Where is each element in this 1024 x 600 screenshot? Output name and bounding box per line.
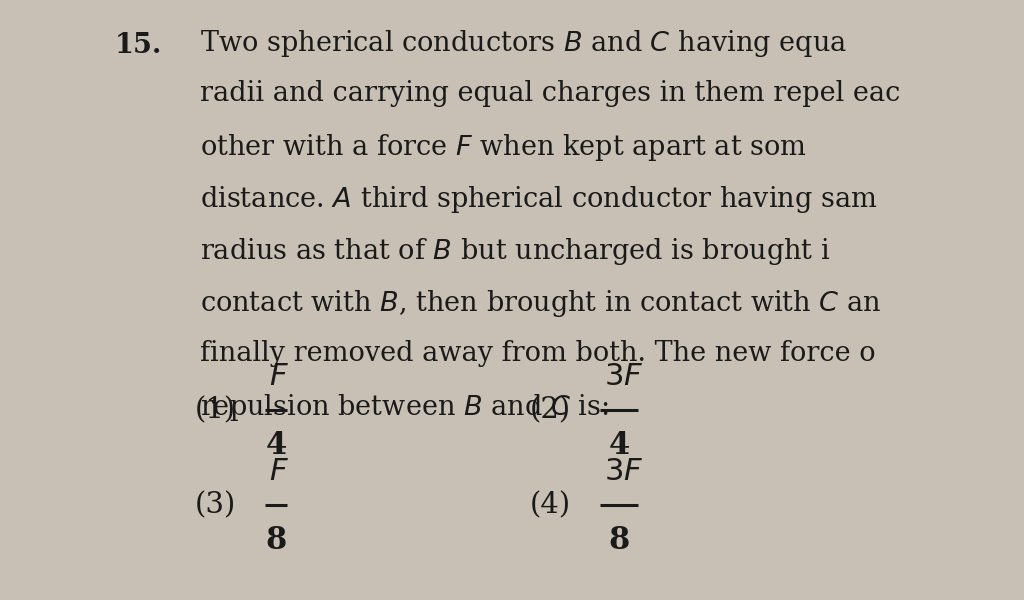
Text: 8: 8 — [608, 525, 630, 556]
Text: radius as that of $B$ but uncharged is brought i: radius as that of $B$ but uncharged is b… — [200, 236, 830, 267]
Text: 15.: 15. — [115, 32, 163, 59]
Text: $F$: $F$ — [269, 456, 289, 487]
Text: (4): (4) — [530, 491, 571, 519]
Text: $3F$: $3F$ — [604, 361, 643, 392]
Text: repulsion between $B$ and $C$ is:: repulsion between $B$ and $C$ is: — [200, 392, 608, 423]
Text: $3F$: $3F$ — [604, 456, 643, 487]
Text: (1): (1) — [195, 396, 237, 424]
Text: distance. $A$ third spherical conductor having sam: distance. $A$ third spherical conductor … — [200, 184, 878, 215]
Text: radii and carrying equal charges in them repel eac: radii and carrying equal charges in them… — [200, 80, 900, 107]
Text: finally removed away from both. The new force o: finally removed away from both. The new … — [200, 340, 876, 367]
Text: $F$: $F$ — [269, 361, 289, 392]
Text: (2): (2) — [530, 396, 571, 424]
Text: contact with $B$, then brought in contact with $C$ an: contact with $B$, then brought in contac… — [200, 288, 882, 319]
Text: (3): (3) — [195, 491, 237, 519]
Text: 4: 4 — [265, 430, 287, 461]
Text: Two spherical conductors $B$ and $C$ having equa: Two spherical conductors $B$ and $C$ hav… — [200, 28, 847, 59]
Text: 4: 4 — [608, 430, 630, 461]
Text: 8: 8 — [265, 525, 287, 556]
Text: other with a force $F$ when kept apart at som: other with a force $F$ when kept apart a… — [200, 132, 807, 163]
